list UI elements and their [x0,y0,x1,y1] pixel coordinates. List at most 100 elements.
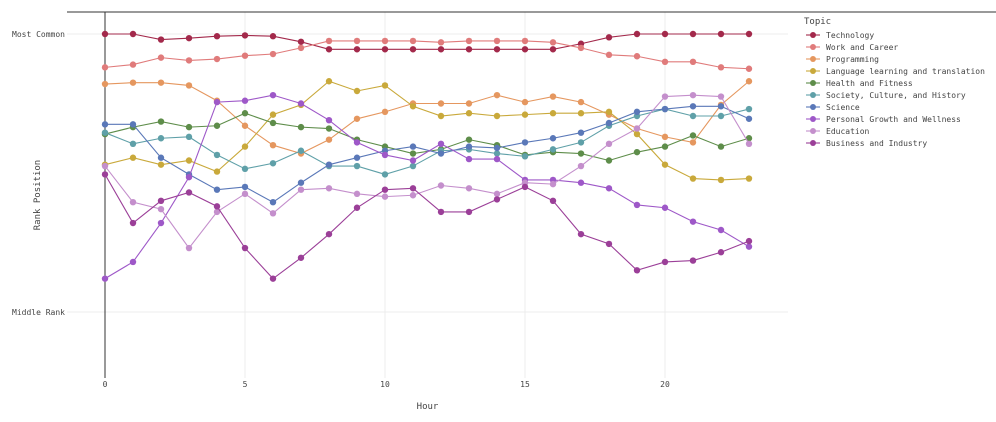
data-point [549,110,557,117]
legend-label: Society, Culture, and History [826,91,966,100]
data-point [689,103,697,110]
series-line [104,40,750,70]
data-point [157,205,165,213]
legend-swatch-dot [810,128,816,134]
data-point [101,80,109,88]
data-point [269,50,277,58]
data-point [409,185,417,192]
data-point [325,37,333,45]
data-point [381,171,389,178]
data-point [633,125,641,132]
data-point [157,219,165,227]
data-point [157,161,165,168]
x-axis-title: Hour [417,402,439,412]
data-point [325,136,333,143]
data-point [437,100,445,107]
data-point [689,175,697,182]
data-point [297,147,305,154]
data-point [241,122,249,129]
data-point [605,140,613,148]
legend-label: Health and Fitness [826,79,913,88]
data-point [269,275,277,282]
data-point [269,198,277,206]
x-tick-label: 20 [660,380,670,389]
data-point [465,143,473,150]
data-point [689,112,697,120]
data-point [605,119,613,127]
axes [67,11,996,378]
x-tick-label: 15 [520,380,530,389]
data-point [521,139,529,146]
legend-label: Technology [826,31,874,40]
data-point [661,93,669,100]
data-point [157,79,165,86]
data-point [185,123,193,131]
data-point [381,193,389,200]
data-point [101,64,109,71]
data-point [101,129,109,136]
data-point [717,103,725,110]
data-point [353,87,361,95]
data-point [297,179,305,186]
data-point [157,154,165,161]
data-point [577,179,585,186]
data-point [185,133,193,141]
series-line [104,112,750,162]
x-tick-label: 0 [103,380,108,389]
data-point [213,151,221,159]
data-point [493,37,501,45]
data-point [605,240,613,248]
data-point [745,237,753,245]
data-point [549,146,557,153]
y-axis-title: Rank Position [33,160,43,230]
data-point [493,155,501,163]
data-point [633,201,641,209]
data-point [213,203,221,210]
data-point [325,230,333,238]
data-point [213,33,221,40]
data-point [465,136,473,143]
data-point [661,105,669,113]
data-point [577,44,585,52]
data-point [297,186,305,193]
series-line [105,33,749,50]
data-point [521,37,529,45]
data-point [213,55,221,63]
data-point [549,197,557,204]
data-point [241,183,249,191]
data-point [101,275,109,282]
data-point [521,98,529,106]
data-point [101,171,109,178]
legend-label: Language learning and translation [826,67,985,76]
data-point [157,36,165,43]
data-point [101,30,109,38]
data-point [605,51,613,59]
data-point [549,180,557,188]
data-point [549,39,557,46]
data-point [577,139,585,146]
data-point [297,123,305,131]
data-point [745,30,753,38]
data-point [409,150,417,157]
data-point [577,150,585,157]
data-point [661,133,669,141]
data-point [577,162,585,170]
data-point [521,183,529,191]
data-point [745,65,753,72]
data-point [493,144,501,152]
series-line [104,174,750,280]
legend-swatch-dot [810,104,816,110]
data-point [241,97,249,104]
series-line [104,80,750,181]
data-point [661,30,669,38]
legend: Topic Technology Work and Career Programmi… [804,17,985,148]
data-point [521,111,529,118]
legend-label: Business and Industry [826,139,927,148]
data-point [325,78,333,85]
data-point [353,162,361,170]
data-point [297,44,305,52]
data-point [157,118,165,125]
data-point [745,140,753,148]
data-point [465,208,473,216]
legend-swatch-dot [810,116,816,122]
